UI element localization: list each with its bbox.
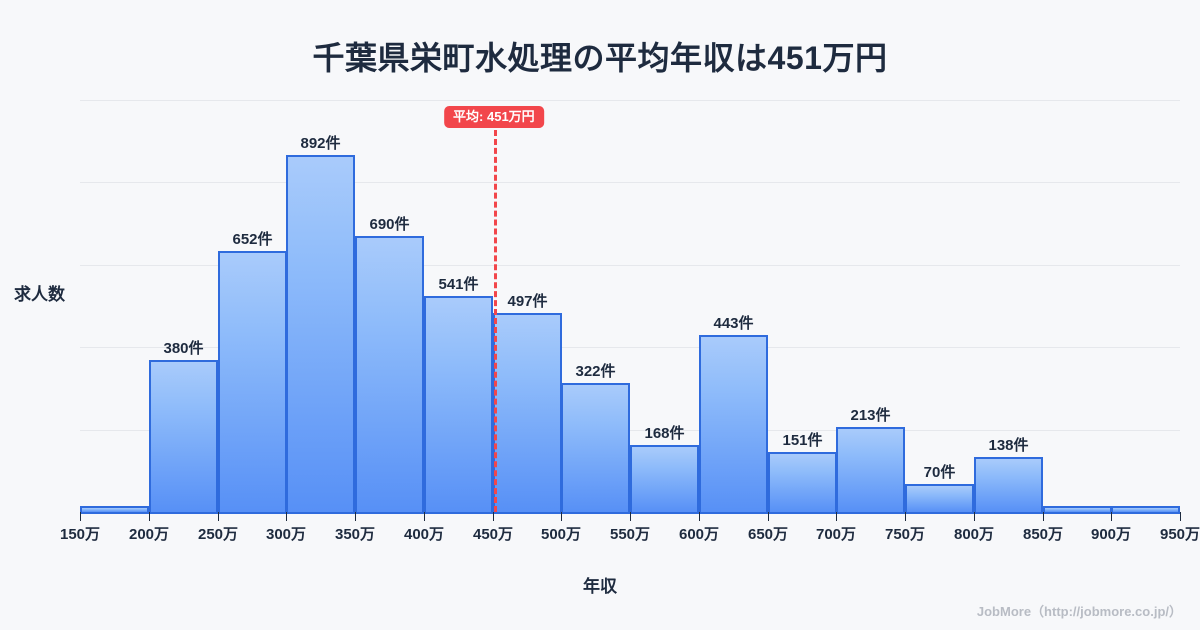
bar-value-label: 168件 [644,425,685,442]
bar-value-label: 690件 [369,216,410,233]
x-axis-tick-label: 200万 [128,526,170,543]
footer-credit: JobMore（http://jobmore.co.jp/） [976,604,1182,619]
x-axis-tick [768,512,769,521]
x-axis-tick-label: 800万 [953,526,995,543]
x-axis-tick [561,512,562,521]
x-axis-tick [218,512,219,521]
x-axis-tick [974,512,975,521]
gridline [80,265,1180,266]
x-axis-tick [80,512,81,521]
x-axis-tick-label: 300万 [265,526,307,543]
x-axis-tick-label: 500万 [540,526,582,543]
x-axis-tick [1111,512,1112,521]
bar[interactable] [80,506,149,512]
bar[interactable] [630,445,699,512]
x-axis-tick-label: 850万 [1022,526,1064,543]
y-axis-title: 求人数 [14,285,65,304]
x-axis-tick [149,512,150,521]
x-axis-tick [493,512,494,521]
x-axis-tick-label: 750万 [884,526,926,543]
x-axis-tick-label: 600万 [678,526,720,543]
bar-value-label: 652件 [232,231,273,248]
bar[interactable] [561,383,630,512]
x-axis-tick [905,512,906,521]
bar-value-label: 151件 [782,432,823,449]
bar-value-label: 70件 [923,464,956,481]
bar[interactable] [286,155,355,512]
average-badge[interactable]: 平均: 451万円 [444,106,544,128]
page-title: 千葉県栄町水処理の平均年収は451万円 [312,40,888,76]
bar[interactable] [493,313,562,512]
x-axis-tick-label: 450万 [472,526,514,543]
bar[interactable] [905,484,974,512]
x-axis-tick [355,512,356,521]
x-axis-title: 年収 [583,577,617,596]
x-axis-tick [1180,512,1181,521]
bar-value-label: 322件 [575,363,616,380]
chart-plot-area [80,100,1180,512]
x-axis-tick [424,512,425,521]
bar-value-label: 443件 [713,315,754,332]
average-line [493,130,497,512]
x-axis-tick-label: 550万 [609,526,651,543]
gridline [80,347,1180,348]
bar[interactable] [149,360,218,512]
bar-value-label: 380件 [163,340,204,357]
x-axis-tick [286,512,287,521]
bar[interactable] [836,427,905,512]
bar[interactable] [768,452,837,512]
bar[interactable] [1111,506,1180,512]
gridline [80,430,1180,431]
x-axis-tick-label: 950万 [1159,526,1200,543]
bar-value-label: 541件 [438,276,479,293]
x-axis-tick-label: 900万 [1090,526,1132,543]
x-axis-tick-label: 400万 [403,526,445,543]
bar[interactable] [974,457,1043,512]
x-axis-tick-label: 650万 [747,526,789,543]
bar-value-label: 497件 [507,293,548,310]
gridline [80,182,1180,183]
bar[interactable] [424,296,493,512]
bar-value-label: 213件 [850,407,891,424]
bar[interactable] [699,335,768,512]
gridline [80,100,1180,101]
x-axis-tick [630,512,631,521]
x-axis-tick-label: 350万 [334,526,376,543]
bar-value-label: 892件 [300,135,341,152]
bar-value-label: 138件 [988,437,1029,454]
bar[interactable] [218,251,287,512]
x-axis-tick [699,512,700,521]
bar[interactable] [355,236,424,512]
x-axis-tick [836,512,837,521]
x-axis-tick-label: 700万 [815,526,857,543]
x-axis-tick-label: 250万 [197,526,239,543]
x-axis-tick [1043,512,1044,521]
x-axis-tick-label: 150万 [59,526,101,543]
